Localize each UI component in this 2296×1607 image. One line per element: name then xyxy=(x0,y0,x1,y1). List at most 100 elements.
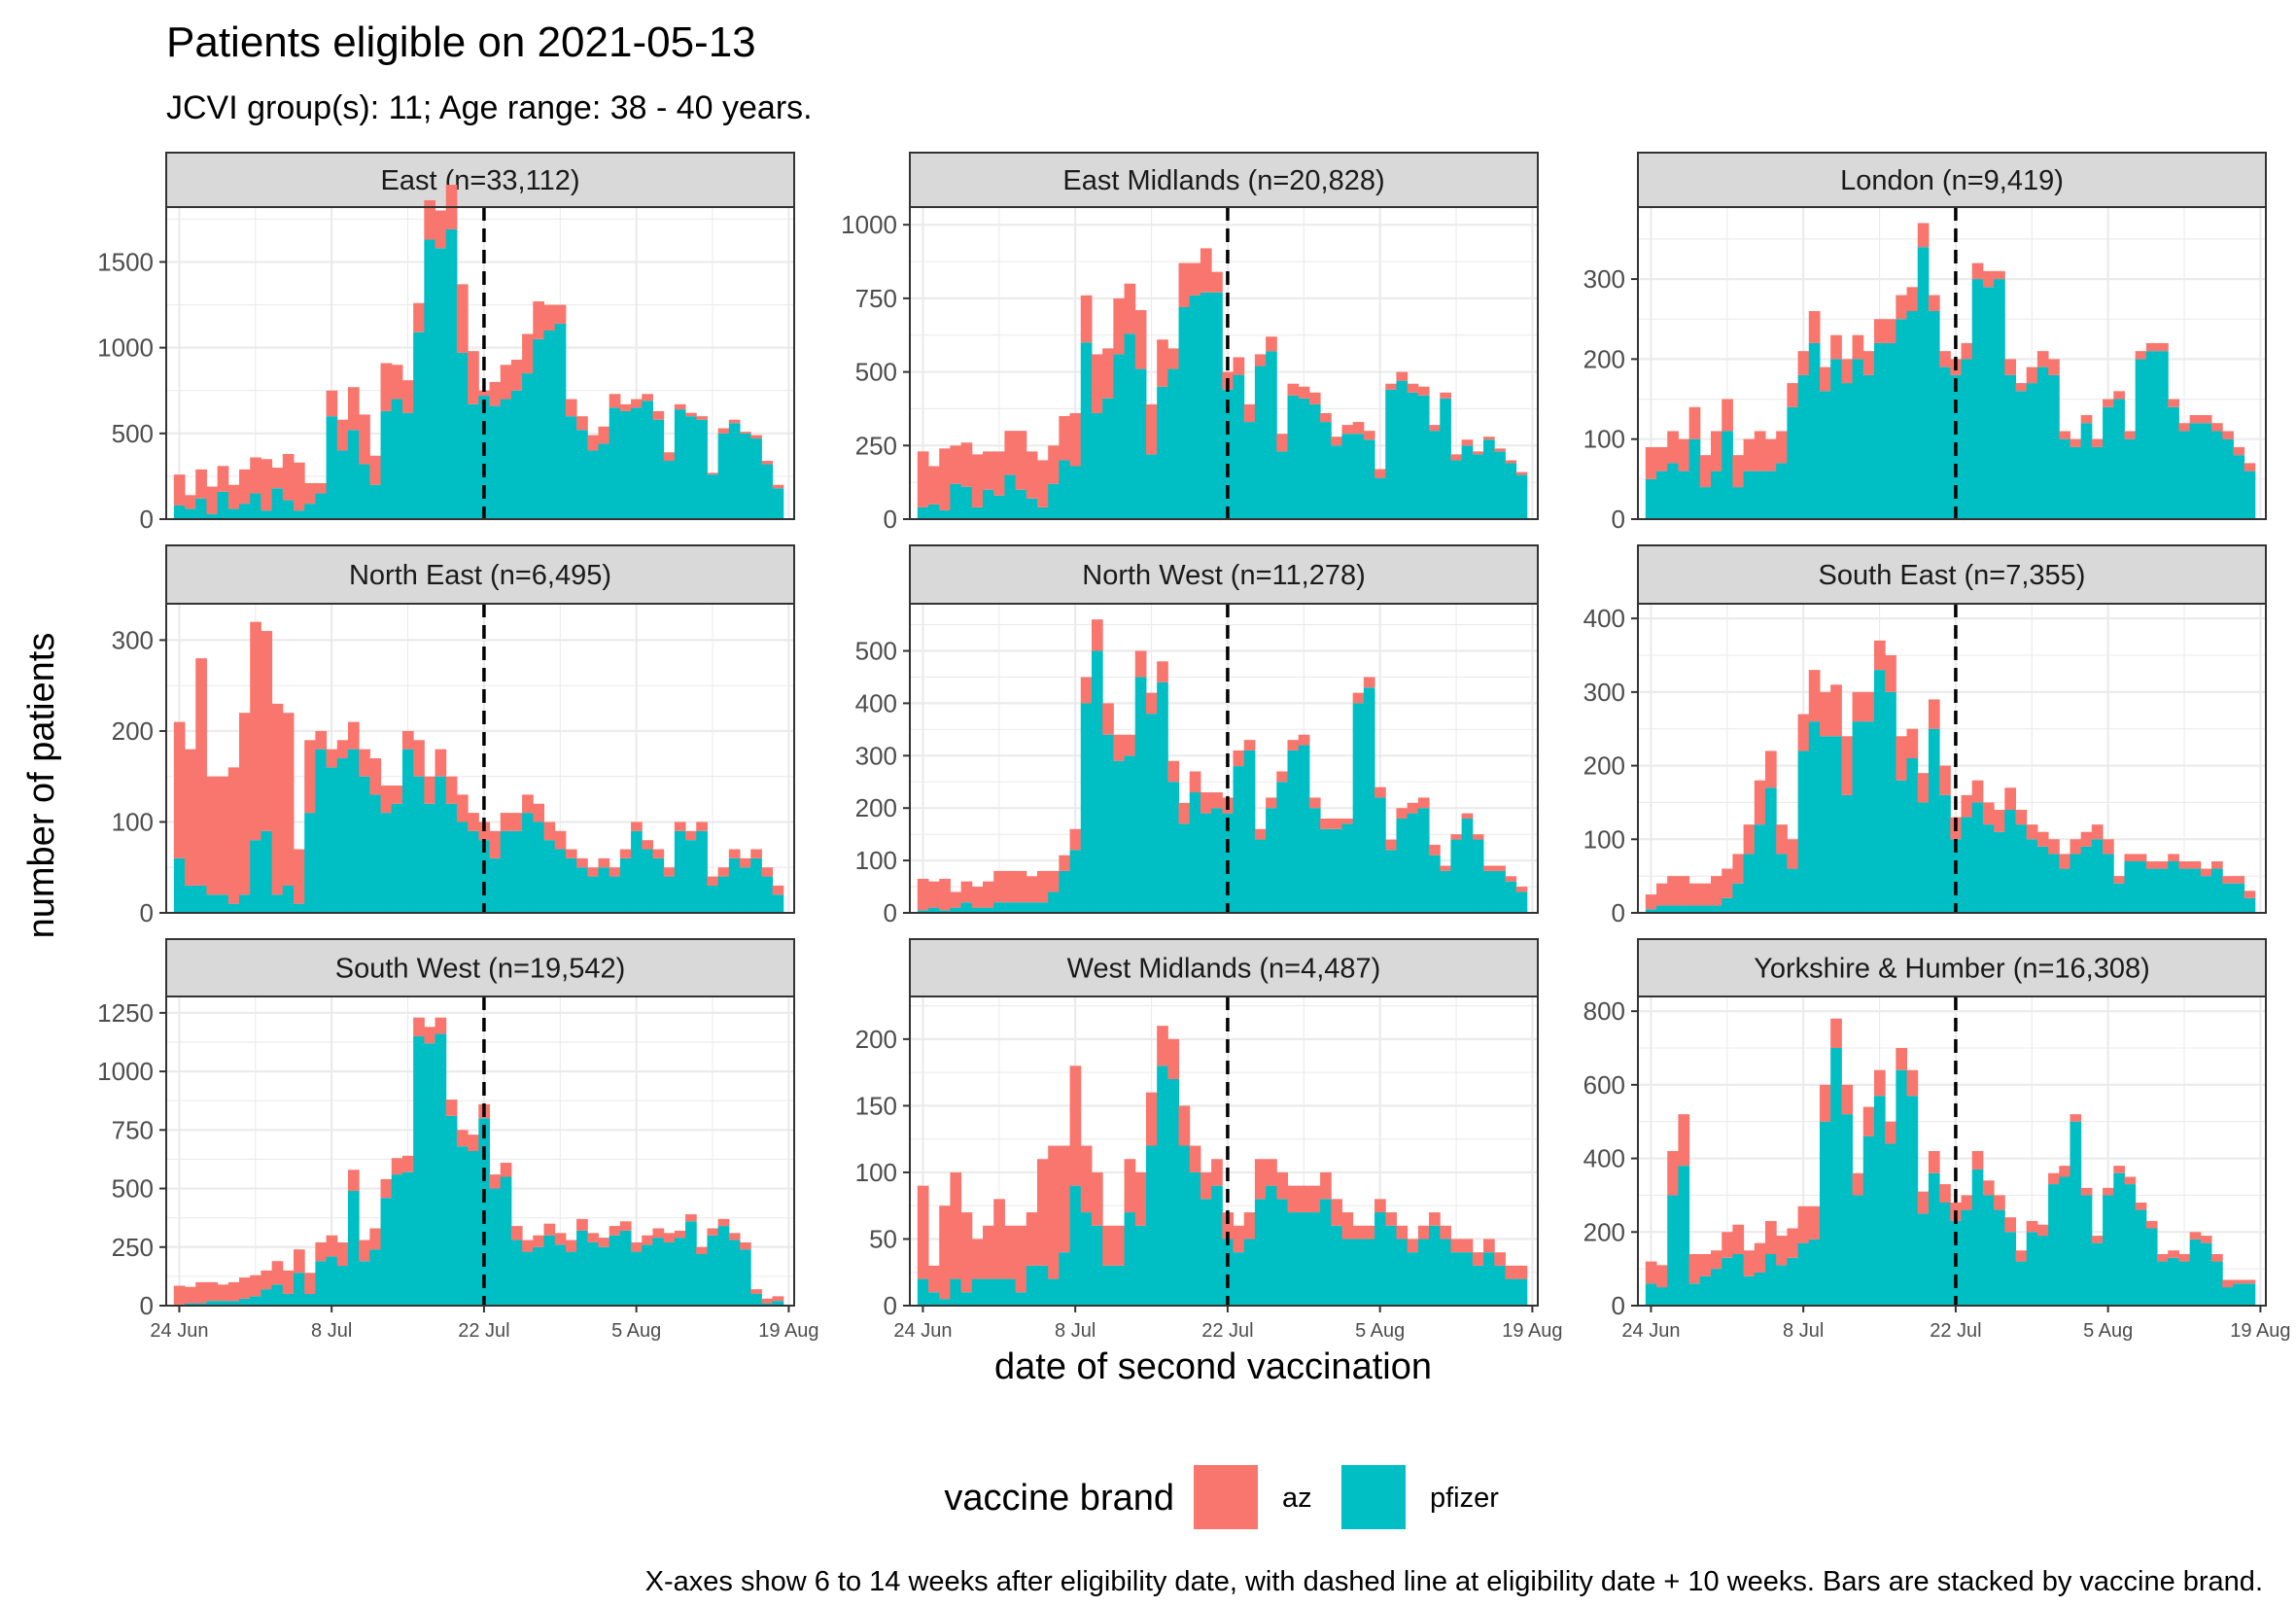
bar-pfizer xyxy=(282,500,295,519)
bar-pfizer xyxy=(445,228,458,519)
bar-pfizer xyxy=(2124,1184,2137,1306)
bar-az xyxy=(1059,1145,1071,1253)
bar-pfizer xyxy=(1243,750,1256,913)
bar-pfizer xyxy=(173,505,186,519)
bar-pfizer xyxy=(1440,1239,1451,1306)
bar-pfizer xyxy=(1819,1121,1831,1306)
bar-az xyxy=(1385,1212,1397,1226)
bar-pfizer xyxy=(1852,359,1864,519)
x-tick-label: 19 Aug xyxy=(1502,1320,1562,1342)
bar-pfizer xyxy=(1080,1212,1093,1306)
bar-pfizer xyxy=(928,907,940,913)
bar-az xyxy=(1320,1171,1332,1200)
bar-pfizer xyxy=(1819,391,1831,519)
bar-pfizer xyxy=(1287,750,1300,913)
bar-az xyxy=(1699,883,1712,906)
bar-az xyxy=(510,359,523,391)
bar-pfizer xyxy=(696,1254,708,1306)
bar-pfizer xyxy=(1385,389,1397,519)
bar-az xyxy=(1873,1069,1886,1097)
bar-az xyxy=(380,1178,393,1199)
bar-pfizer xyxy=(1167,1078,1180,1306)
bar-pfizer xyxy=(401,1171,414,1306)
bar-pfizer xyxy=(369,1249,382,1306)
bar-az xyxy=(1134,1171,1147,1226)
bar-az xyxy=(2168,854,2179,861)
bar-pfizer xyxy=(500,1176,512,1306)
bar-pfizer xyxy=(2145,1228,2158,1306)
bar-pfizer xyxy=(1134,1225,1147,1306)
bar-pfizer xyxy=(1928,311,1940,519)
bar-az xyxy=(598,1238,610,1247)
bar-az xyxy=(772,484,784,489)
bar-az xyxy=(674,403,686,410)
bar-pfizer xyxy=(1429,1225,1441,1306)
bar-pfizer xyxy=(1331,445,1342,519)
bar-pfizer xyxy=(1200,813,1212,913)
bar-az xyxy=(1124,1159,1136,1213)
bar-az xyxy=(1667,431,1679,464)
bar-az xyxy=(983,1225,994,1279)
bar-pfizer xyxy=(2135,1209,2147,1306)
bar-pfizer xyxy=(1124,1212,1136,1306)
facet-strip-label: South East (n=7,355) xyxy=(1819,560,2086,591)
bar-pfizer xyxy=(685,1221,697,1306)
bars xyxy=(173,621,784,913)
bar-az xyxy=(1732,1224,1745,1254)
bar-az xyxy=(336,740,349,758)
bar-pfizer xyxy=(2200,876,2212,913)
bar-az xyxy=(1385,839,1397,851)
bar-pfizer xyxy=(1472,1265,1484,1306)
y-tick-label: 100 xyxy=(112,807,154,836)
facet-strip-label: East (n=33,112) xyxy=(380,165,579,196)
bar-pfizer xyxy=(1004,1278,1017,1306)
bar-az xyxy=(2244,891,2256,898)
bar-pfizer xyxy=(1656,471,1668,519)
bar-pfizer xyxy=(2113,1172,2125,1306)
bar-pfizer xyxy=(1688,438,1701,519)
bar-az xyxy=(1787,1228,1799,1258)
y-tick-label: 200 xyxy=(1583,751,1625,781)
bar-pfizer xyxy=(1906,311,1919,519)
bar-pfizer xyxy=(1320,422,1332,519)
facet-panel: South East (n=7,355) 0 100 200 300 400 xyxy=(1583,544,2267,927)
bar-az xyxy=(772,1296,784,1302)
bar-az xyxy=(206,776,219,895)
bar-az xyxy=(261,459,273,511)
bar-az xyxy=(761,461,774,465)
bar-pfizer xyxy=(1189,792,1201,913)
bar-az xyxy=(1069,1066,1082,1186)
bar-az xyxy=(1722,868,1733,898)
bar-az xyxy=(424,776,436,804)
bar-az xyxy=(369,758,382,795)
bar-pfizer xyxy=(1699,487,1712,519)
bar-az xyxy=(1852,334,1864,360)
bar-az xyxy=(993,451,1005,496)
bar-pfizer xyxy=(185,508,196,519)
bar-az xyxy=(1363,431,1375,440)
bar-pfizer xyxy=(983,907,994,913)
bar-pfizer xyxy=(917,1278,929,1306)
y-tick-label: 200 xyxy=(112,716,154,746)
bar-pfizer xyxy=(2048,374,2060,519)
y-tick-label: 0 xyxy=(1612,1291,1625,1320)
bar-az xyxy=(391,786,403,804)
bar-az xyxy=(1004,870,1017,903)
bar-az xyxy=(1450,454,1463,461)
y-tick-label: 0 xyxy=(1612,505,1625,534)
bar-pfizer xyxy=(1961,359,1973,519)
bar-az xyxy=(1830,684,1842,737)
bar-az xyxy=(1982,802,1995,825)
bar-pfizer xyxy=(1080,703,1093,913)
y-tick-label: 500 xyxy=(855,358,897,387)
bar-pfizer xyxy=(939,509,951,519)
bar-az xyxy=(347,387,360,431)
bar-pfizer xyxy=(1776,854,1788,913)
bar-pfizer xyxy=(1374,477,1386,519)
bar-az xyxy=(1331,1199,1342,1226)
bar-az xyxy=(195,1281,207,1304)
bar-az xyxy=(1308,392,1321,404)
panel-border xyxy=(1637,603,2267,914)
bar-az xyxy=(2015,810,2028,825)
